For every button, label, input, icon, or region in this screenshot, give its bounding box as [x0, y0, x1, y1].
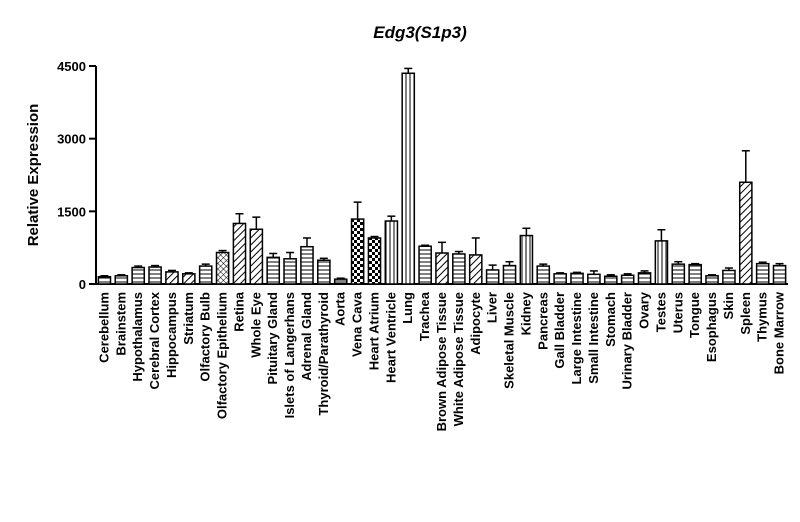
x-tick-label: Esophagus — [704, 292, 719, 362]
bar-ovary — [637, 272, 652, 285]
x-tick-label: Ovary — [637, 291, 652, 329]
x-tick-label: Bone Marrow — [772, 291, 787, 374]
x-tick-label: Cerebral Cortex — [147, 291, 162, 389]
bar-skeletal-muscle — [502, 264, 517, 285]
bar-cerebellum — [97, 275, 112, 285]
y-tick-label: 3000 — [57, 132, 86, 147]
x-tick-label: Retina — [231, 291, 246, 332]
x-tick-label: Aorta — [333, 291, 348, 326]
x-tick-label: Testes — [653, 292, 668, 332]
x-tick-label: Uterus — [670, 292, 685, 333]
bar-spleen — [738, 181, 753, 285]
bar-olfactory-bulb — [198, 265, 213, 285]
x-tick-label: Skin — [721, 292, 736, 320]
x-tick-label: Kidney — [518, 291, 533, 335]
bar-white-adipose-tissue — [452, 253, 466, 285]
x-tick-label: Thyroid/Parathyroid — [316, 292, 331, 416]
x-tick-label: White Adipose Tissue — [451, 292, 466, 426]
x-tick-label: Gall Bladder — [552, 292, 567, 369]
bar-striatum — [182, 273, 196, 285]
bar-pituitary-gland — [266, 256, 281, 285]
y-tick-label: 0 — [79, 277, 86, 292]
bar-stomach — [603, 275, 618, 285]
chart-title: Edg3(S1p3) — [373, 23, 467, 42]
bar-kidney — [519, 234, 534, 285]
bar-gall-bladder — [553, 273, 567, 285]
bar-brown-adipose-tissue — [435, 252, 449, 285]
bar-urinary-bladder — [620, 274, 635, 285]
x-tick-label: Skeletal Muscle — [502, 292, 517, 389]
y-tick-label: 4500 — [57, 59, 86, 74]
bar-large-intestine — [570, 272, 584, 285]
x-tick-label: Vena Cava — [350, 291, 365, 357]
x-tick-label: Olfactory Epithelium — [215, 292, 230, 419]
x-tick-label: Brainstem — [113, 292, 128, 356]
bar-heart-atrium — [367, 237, 382, 285]
x-tick-label: Adipocyte — [468, 292, 483, 355]
y-axis-label: Relative Expression — [25, 104, 42, 247]
x-tick-label: Heart Ventricle — [383, 292, 398, 383]
x-tick-label: Stomach — [603, 292, 618, 347]
bar-small-intestine — [587, 273, 601, 285]
bar-hypothalamus — [131, 266, 146, 285]
x-tick-label: Lung — [400, 292, 415, 324]
bar-aorta — [333, 278, 348, 285]
bar-skin — [722, 269, 736, 285]
x-tick-label: Hippocampus — [164, 292, 179, 378]
bar-testes — [654, 240, 669, 285]
x-tick-label: Adrenal Gland — [299, 292, 314, 381]
bar-bone-marrow — [772, 264, 787, 285]
bar-uterus — [671, 263, 686, 285]
x-tick-label: Brown Adipose Tissue — [434, 292, 449, 431]
x-tick-label: Islets of Langerhans — [282, 292, 297, 418]
bar-trachea — [418, 245, 432, 285]
x-tick-label: Large Intestine — [569, 292, 584, 384]
x-tick-label: Pituitary Gland — [265, 292, 280, 385]
x-tick-label: Whole Eye — [248, 292, 263, 358]
x-tick-label: Striatum — [181, 292, 196, 345]
bar-esophagus — [705, 275, 719, 285]
x-tick-label: Trachea — [417, 291, 432, 341]
x-tick-label: Thymus — [755, 292, 770, 342]
bar-tongue — [688, 263, 702, 285]
x-tick-label: Heart Atrium — [366, 292, 381, 370]
error-bars-group — [100, 67, 784, 280]
bar-thyroid-parathyroid — [317, 259, 331, 285]
bar-whole-eye — [249, 228, 264, 285]
x-tick-labels: Cerebellum Brainstem Hypothalamus Cerebral … — [96, 291, 786, 431]
y-tick-label: 1500 — [57, 204, 86, 219]
bar-olfactory-epithelium — [215, 251, 230, 285]
bar-cerebral-cortex — [148, 266, 162, 285]
bar-thymus — [755, 262, 770, 285]
x-tick-label: Liver — [485, 292, 500, 323]
bar-adrenal-gland — [300, 245, 314, 285]
bar-hippocampus — [165, 271, 179, 285]
bar-pancreas — [536, 265, 551, 285]
x-tick-label: Urinary Bladder — [620, 292, 635, 390]
x-tick-label: Tongue — [687, 292, 702, 338]
x-tick-label: Cerebellum — [96, 292, 111, 363]
bar-brainstem — [114, 275, 129, 285]
bar-lung — [401, 72, 416, 285]
x-tick-label: Pancreas — [535, 292, 550, 350]
x-tick-label: Spleen — [738, 292, 753, 335]
bar-heart-ventricle — [384, 220, 399, 285]
x-tick-label: Small Intestine — [586, 292, 601, 384]
bar-liver — [485, 269, 500, 285]
bar-adipocyte — [468, 254, 483, 285]
x-tick-label: Hypothalamus — [130, 292, 145, 382]
x-tick-label: Olfactory Bulb — [198, 292, 213, 382]
bar-retina — [232, 222, 247, 285]
bar-islets-of-langerhans — [283, 258, 297, 285]
bar-vena-cava — [350, 218, 365, 285]
